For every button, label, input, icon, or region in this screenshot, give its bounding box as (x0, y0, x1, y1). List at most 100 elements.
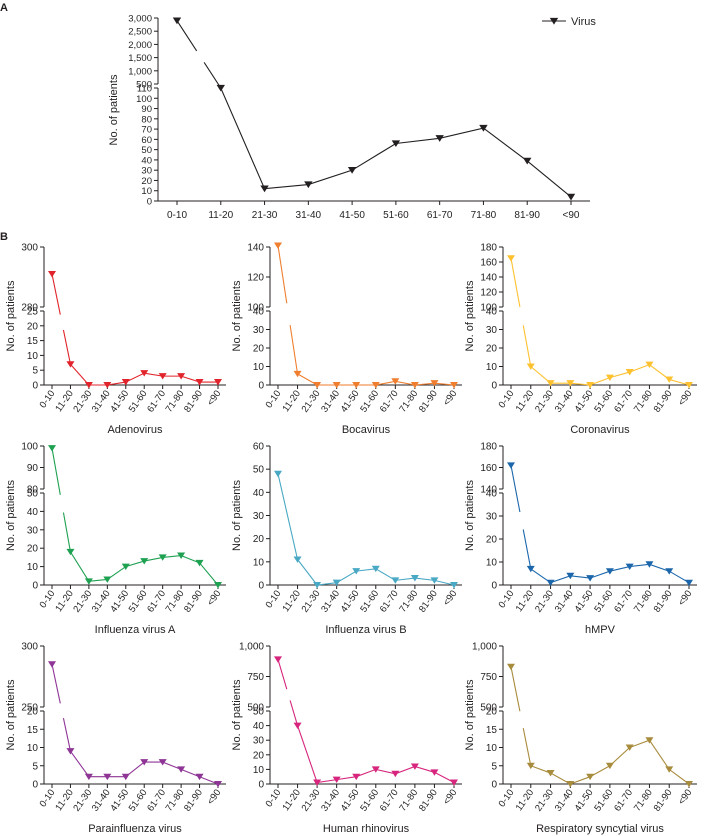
y-tick-label: 100 (136, 94, 152, 105)
data-point (665, 568, 674, 575)
data-point (140, 370, 149, 377)
x-tick-label: 71-80 (397, 388, 420, 414)
y-tick-label: 0 (258, 381, 264, 392)
x-tick-label: 21-30 (533, 787, 556, 813)
x-tick-label: 41-50 (108, 588, 131, 614)
x-tick-label: 51-60 (127, 588, 150, 614)
x-tick-label: 51-60 (127, 388, 150, 414)
data-point (546, 770, 555, 777)
data-point (566, 193, 576, 201)
y-tick-label: 180 (480, 442, 497, 453)
x-tick-label: 51-60 (383, 210, 409, 221)
x-tick-label: 41-50 (339, 210, 365, 221)
y-tick-label: 2,500 (128, 27, 152, 38)
data-point (435, 135, 444, 142)
y-tick-label: 60 (253, 442, 265, 453)
y-tick-label: 70 (141, 125, 152, 136)
axis-break-gap (284, 302, 293, 326)
y-tick-label: 1,500 (128, 53, 152, 64)
y-axis-title: No. of patients (231, 480, 243, 551)
y-tick-label: 5 (491, 761, 497, 772)
series-line (510, 666, 690, 785)
data-point (507, 255, 515, 262)
x-tick-label: <90 (205, 588, 223, 608)
data-point (177, 766, 186, 773)
chart-bocavirus: 0102030401001201400-1011-2021-3031-4041-… (231, 242, 462, 436)
y-tick-label: 750 (480, 672, 497, 683)
data-point (526, 762, 535, 770)
data-point (313, 582, 322, 589)
y-tick-label: 10 (27, 562, 39, 573)
x-tick-label: 21-30 (71, 388, 94, 414)
y-tick-label: 120 (247, 273, 264, 284)
x-tick-label: 41-50 (339, 787, 362, 813)
chart-title: Bocavirus (342, 424, 391, 436)
data-point (391, 770, 400, 778)
chart-hmpv: 0102030401401601800-1011-2021-3031-4041-… (464, 442, 697, 636)
data-point (507, 462, 515, 469)
data-point (479, 124, 488, 132)
y-tick-label: 0 (32, 780, 38, 791)
data-point (216, 84, 225, 92)
chart-title: Influenza virus A (95, 624, 176, 636)
legend: Virus (542, 16, 596, 28)
data-point (685, 781, 693, 788)
data-point (391, 378, 400, 385)
x-tick-label: 31-40 (319, 787, 342, 813)
x-tick-label: 11-20 (514, 588, 537, 614)
data-point (605, 762, 614, 770)
x-tick-label: <90 (205, 388, 223, 408)
data-point (121, 773, 130, 781)
chart-adenovirus: 05101520252803000-1011-2021-3031-4041-50… (5, 243, 226, 436)
y-tick-label: 40 (486, 307, 498, 318)
data-point (352, 568, 361, 575)
y-tick-label: 0 (258, 780, 264, 791)
y-tick-label: 60 (141, 135, 152, 146)
data-point (293, 556, 302, 563)
chart-title: Influenza virus B (325, 624, 406, 636)
chart-influenza-virus-b: 01020304050600-1011-2021-3031-4041-5051-… (231, 442, 462, 636)
data-point (274, 470, 282, 478)
y-tick-label: 0 (258, 581, 264, 592)
data-point (371, 382, 380, 389)
x-tick-label: 61-70 (145, 787, 168, 813)
chart-title: Human rhinovirus (323, 823, 410, 835)
panel-b-label: B (0, 231, 8, 243)
y-tick-label: 50 (27, 489, 39, 500)
chart-title: Parainfluenza virus (88, 823, 182, 835)
x-tick-label: 21-30 (71, 588, 94, 614)
y-tick-label: 20 (253, 750, 265, 761)
y-tick-label: 30 (486, 512, 498, 523)
y-tick-label: 0 (32, 381, 38, 392)
x-tick-label: 31-40 (553, 388, 576, 414)
y-tick-label: 15 (27, 336, 39, 347)
x-tick-label: 41-50 (573, 388, 596, 414)
data-point (410, 575, 419, 582)
x-tick-label: 31-40 (90, 588, 113, 614)
axis-break-gap (195, 49, 206, 64)
x-tick-label: 41-50 (339, 588, 362, 614)
x-tick-label: 61-70 (145, 388, 168, 414)
data-point (66, 361, 75, 368)
axis-break-gap (517, 710, 526, 729)
y-tick-label: 10 (486, 743, 498, 754)
y-tick-label: 0 (491, 780, 497, 791)
x-tick-label: 31-40 (319, 388, 342, 414)
axis-break-gap (284, 688, 293, 702)
y-tick-label: 90 (141, 104, 152, 115)
data-point (430, 380, 439, 387)
x-tick-label: <90 (441, 388, 459, 408)
x-tick-label: 41-50 (108, 388, 131, 414)
y-tick-label: 30 (253, 511, 265, 522)
data-point (645, 737, 654, 744)
data-point (260, 185, 269, 193)
data-point (347, 167, 357, 174)
chart-title: Adenovirus (107, 424, 163, 436)
x-tick-label: 81-90 (652, 388, 675, 414)
y-tick-label: 500 (247, 703, 264, 714)
x-tick-label: 41-50 (108, 787, 131, 813)
y-tick-label: 3,000 (128, 14, 152, 25)
x-tick-label: 61-70 (612, 588, 635, 614)
data-point (546, 380, 555, 387)
y-axis-title: No. of patients (464, 280, 476, 351)
